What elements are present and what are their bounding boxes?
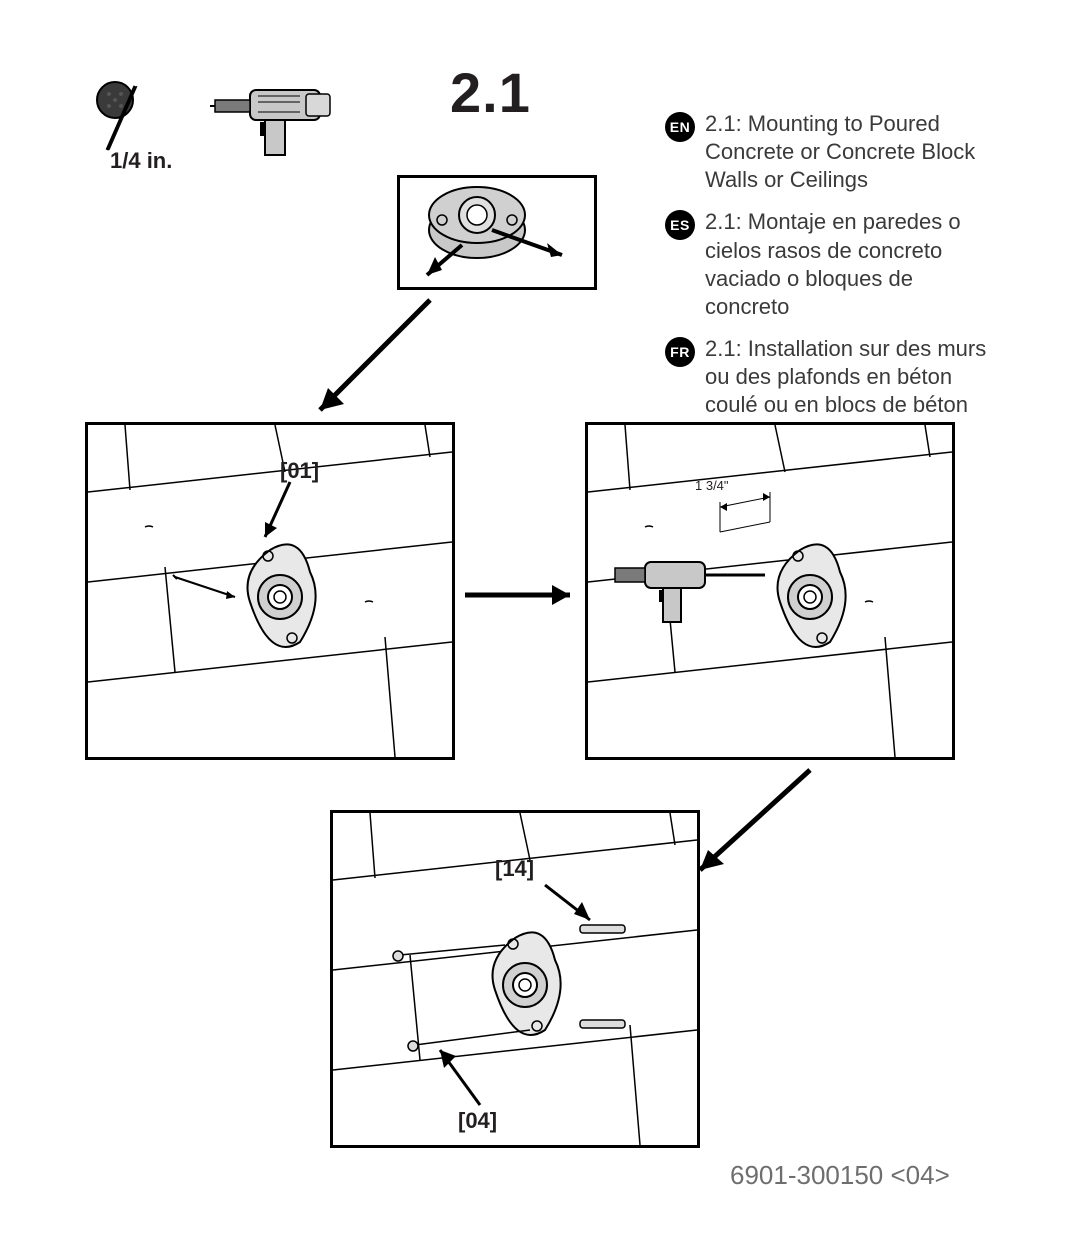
- drill-depth-label: 1 3/4": [695, 478, 729, 493]
- part-label-01: [01]: [280, 458, 319, 484]
- diagram-panel-top: [397, 175, 597, 290]
- part-label-04: [04]: [458, 1108, 497, 1134]
- flow-arrow-2: [460, 575, 590, 615]
- instruction-block: EN 2.1: Mounting to Poured Concrete or C…: [665, 110, 995, 434]
- diagram-panel-left: [85, 422, 455, 760]
- flow-arrow-3: [680, 760, 830, 890]
- instruction-en: EN 2.1: Mounting to Poured Concrete or C…: [665, 110, 995, 194]
- lang-badge-es: ES: [665, 210, 695, 240]
- flow-arrow-1: [300, 290, 450, 440]
- instruction-fr: FR 2.1: Installation sur des murs ou des…: [665, 335, 995, 419]
- lang-badge-fr: FR: [665, 337, 695, 367]
- instruction-es: ES 2.1: Montaje en paredes o cielos raso…: [665, 208, 995, 321]
- lang-badge-en: EN: [665, 112, 695, 142]
- part-label-14: [14]: [495, 856, 534, 882]
- step-number: 2.1: [450, 60, 531, 125]
- instruction-en-text: 2.1: Mounting to Poured Concrete or Conc…: [705, 110, 995, 194]
- power-drill-icon: [210, 80, 340, 170]
- bit-size-label: 1/4 in.: [110, 148, 172, 174]
- document-number: 6901-300150 <04>: [730, 1160, 950, 1191]
- diagram-panel-right: [585, 422, 955, 760]
- page: 2.1 1/4 in. EN 2.1: Mounting to Poured C…: [0, 0, 1080, 1234]
- instruction-fr-text: 2.1: Installation sur des murs ou des pl…: [705, 335, 995, 419]
- instruction-es-text: 2.1: Montaje en paredes o cielos rasos d…: [705, 208, 995, 321]
